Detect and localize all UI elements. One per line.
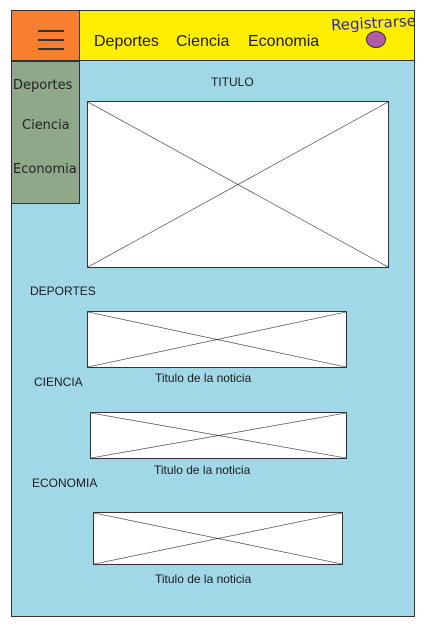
news-image-placeholder[interactable] (90, 412, 347, 459)
news-image-placeholder[interactable] (93, 512, 343, 565)
section-heading-ciencia: CIENCIA (34, 375, 83, 389)
menu-button[interactable] (11, 10, 80, 61)
top-nav-bar: Deportes Ciencia Economia (80, 10, 415, 61)
news-image-placeholder[interactable] (87, 311, 347, 368)
nav-link-ciencia[interactable]: Ciencia (176, 33, 230, 50)
news-title-link[interactable]: Titulo de la noticia (154, 463, 251, 477)
sidebar: Deportes Ciencia Economia (11, 61, 80, 204)
sidebar-item-deportes[interactable]: Deportes (13, 78, 73, 93)
page-title: TITULO (211, 75, 254, 89)
sidebar-item-economia[interactable]: Economia (13, 162, 77, 177)
section-heading-deportes: DEPORTES (30, 284, 96, 298)
news-title-link[interactable]: Titulo de la noticia (155, 572, 252, 586)
section-heading-economia: ECONOMIA (32, 476, 98, 490)
news-title-link[interactable]: Titulo de la noticia (155, 371, 252, 385)
user-avatar-icon[interactable] (366, 31, 386, 48)
nav-link-economia[interactable]: Economia (248, 33, 320, 50)
sidebar-item-ciencia[interactable]: Ciencia (22, 118, 70, 133)
nav-link-deportes[interactable]: Deportes (94, 33, 159, 50)
hero-image-placeholder[interactable] (87, 101, 389, 268)
